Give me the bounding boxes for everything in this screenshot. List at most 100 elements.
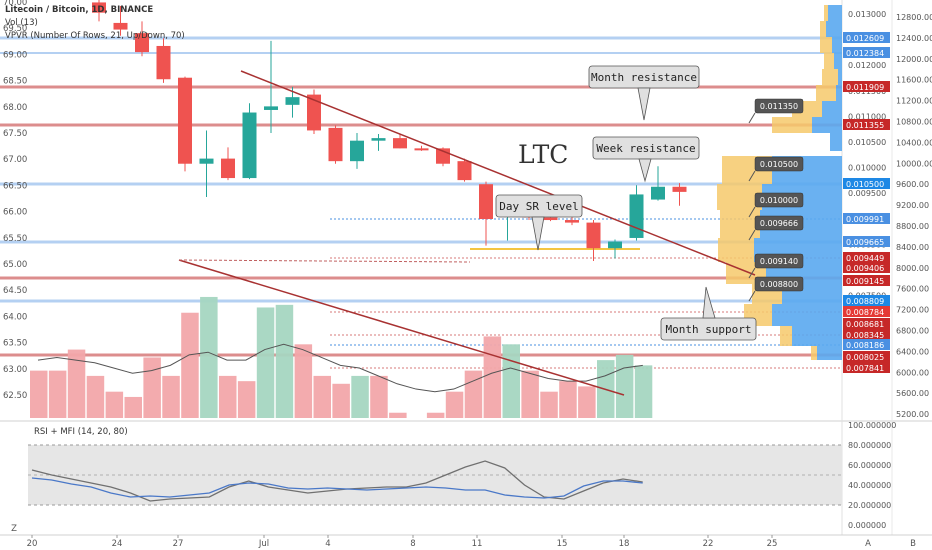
volume-tick: 6400.00 [896,347,929,356]
trend-lines [178,70,756,396]
profile-up-bar [838,69,842,85]
left-price-tick: 70.00 [3,0,27,8]
price-tick: 0.011000 [848,112,886,121]
horizontal-dashed-line [178,259,471,263]
candle-body [672,186,687,192]
profile-down-bar [822,69,838,85]
corner-right-b: B [910,539,916,549]
candle-body [199,158,214,164]
candle-body [92,2,106,13]
level-tag-pointer [748,206,756,218]
level-tag-pointer [748,170,756,182]
level-tag: 0.011350 [760,102,798,111]
vol-indicator: Vol (13) [5,18,38,28]
candle-body [414,148,429,151]
volume-tick: 9200.00 [896,201,929,210]
volume-tick: 10000.00 [896,159,932,168]
profile-up-bar [772,304,842,326]
left-price-tick: 64.50 [3,286,27,296]
volume-bar [67,349,86,418]
volume-tick: 5200.00 [896,410,929,419]
price-labels: 0.012609 0.012384 0.011909 0.011355 0.010500… [843,32,890,373]
level-tag-bg [754,276,804,292]
price-label-bg [843,32,890,43]
rsi-tick: 100.000000 [848,421,896,430]
candle-body [285,97,300,105]
price-tick: 0.010000 [848,164,886,173]
price-label-bg [843,213,890,224]
price-label-bg [843,329,890,340]
volume-bar [313,375,331,418]
profile-up-bar [834,53,842,69]
volume-bar [86,375,105,418]
left-price-tick: 62.50 [3,391,27,401]
profile-down-bar [824,53,834,69]
rsi-tick: 80.000000 [848,441,891,450]
level-tag-pointer [748,229,756,241]
price-label: 0.012384 [846,49,884,58]
profile-down-bar [820,37,832,53]
volume-tick: 7200.00 [896,306,929,315]
rsi-panel [28,444,842,506]
candle-body [479,184,493,220]
volume-bar [256,307,275,418]
level-tag-pointer [748,267,756,279]
level-tag-bg [754,253,804,269]
x-tick: 15 [557,539,568,549]
volume-tick: 8800.00 [896,222,929,231]
volume-tick: 11200.00 [896,97,932,106]
candle-body [307,94,321,131]
volume-bar [540,391,558,418]
price-label: 0.010500 [846,180,884,189]
level-tag: 0.008800 [760,280,798,289]
profile-down-bar [811,346,817,360]
level-tag: 0.009666 [760,219,798,228]
volume-bar [181,312,199,418]
left-price-tick: 66.00 [3,208,27,218]
mfi-line [31,477,643,499]
price-label-bg [843,236,890,247]
volume-bar [389,412,407,418]
volume-bar [30,370,48,418]
x-tick: 18 [619,539,630,549]
price-label-bg [843,306,890,317]
volume-tick: 11600.00 [896,76,932,85]
volume-bar [615,354,634,418]
candle-body [629,194,644,238]
volume-tick: 7600.00 [896,285,929,294]
price-label: 0.009665 [846,238,884,247]
profile-down-bar [772,117,812,133]
price-label-bg [843,262,890,273]
volume-bar [521,370,539,418]
x-tick: 25 [767,539,778,549]
profile-up-bar [830,133,842,151]
volume-tick: 6800.00 [896,327,929,336]
x-tick: 11 [472,539,483,549]
ltc-label: LTC [518,140,568,169]
candle-body [371,138,386,141]
profile-up-bar [826,21,842,37]
candle-body [350,140,364,162]
profile-down-bar [780,326,792,346]
volume-tick: 9600.00 [896,180,929,189]
x-tick: 24 [112,539,123,549]
left-price-tick: 67.00 [3,155,27,165]
chart-title: Litecoin / Bitcoin, 1D, BINANCE [5,5,153,15]
volume-ma-line [37,343,643,393]
candle-body [457,161,472,181]
x-tick: 20 [27,539,38,549]
month-support-note-pointer [702,286,716,319]
left-price-tick: 63.00 [3,365,27,375]
price-label-bg [843,318,890,329]
volume-bar [143,357,161,418]
horizontal-levels [0,36,842,369]
volume-tick: 10800.00 [896,118,932,127]
level-tag: 0.009140 [760,257,798,266]
annotations: LTC Month resistance Week resistance Day SR… [495,65,757,341]
price-label-bg [843,275,890,286]
candle-body [264,106,278,110]
volume-bar [559,381,577,418]
volume-bar [332,383,350,418]
price-label: 0.008025 [846,353,884,362]
